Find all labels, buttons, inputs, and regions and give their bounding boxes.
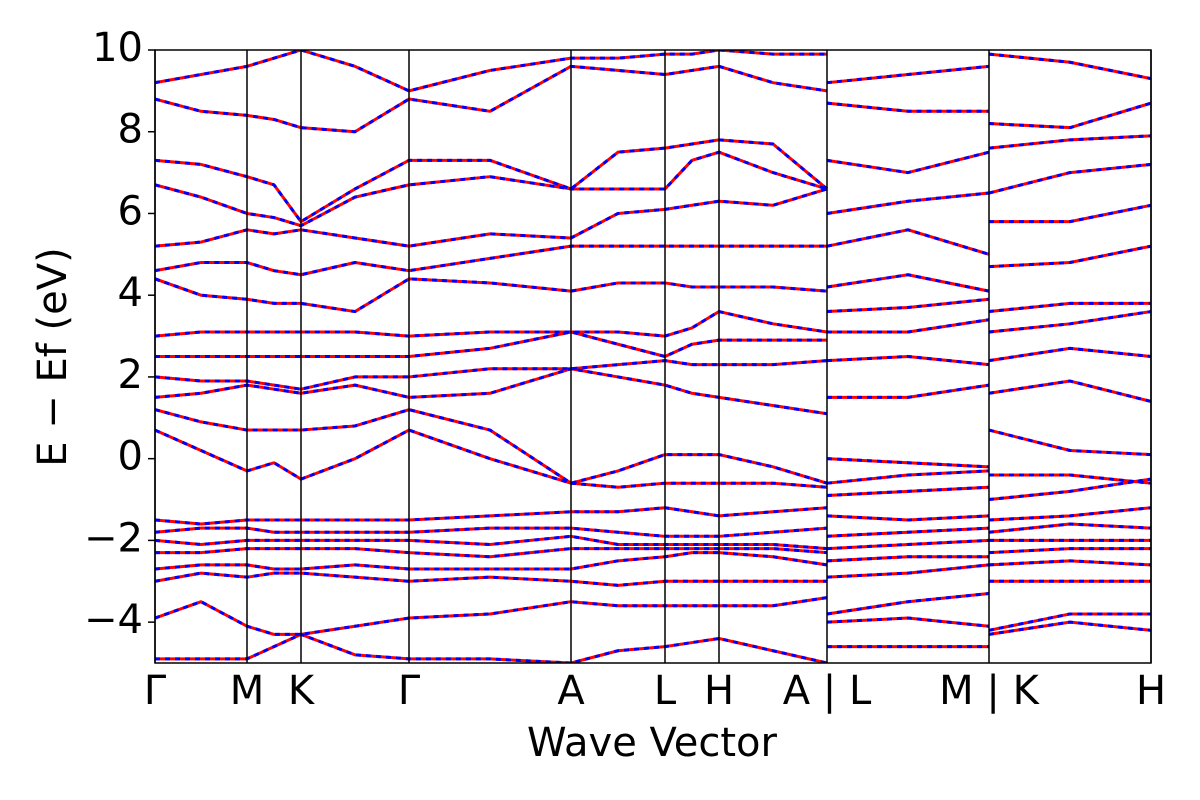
x-tick-label: Γ — [398, 668, 421, 714]
band-line — [155, 277, 1151, 314]
y-tick-label: 10 — [92, 25, 143, 71]
plot-area — [155, 50, 1151, 663]
band-line — [155, 428, 1151, 502]
band-line — [155, 50, 1151, 93]
y-tick-label: 8 — [118, 107, 143, 153]
band-line — [155, 187, 1151, 256]
band-line — [155, 534, 1151, 551]
band-line — [155, 359, 1151, 403]
band-line — [155, 571, 1151, 616]
y-tick-label: −4 — [84, 597, 143, 643]
band-line — [155, 134, 1151, 224]
band-line — [155, 310, 1151, 338]
x-tick-label: H — [1136, 668, 1166, 714]
band-line — [155, 596, 1151, 636]
band-line — [155, 330, 1151, 367]
band-line — [155, 367, 1151, 469]
y-tick-label: 4 — [118, 270, 143, 316]
band-line — [155, 551, 1151, 579]
band-line — [155, 506, 1151, 526]
band-line — [155, 506, 1151, 526]
band-line — [155, 571, 1151, 616]
x-tick-label: L — [654, 668, 677, 714]
band-line — [155, 64, 1151, 134]
x-tick-label: K — [288, 668, 316, 714]
x-tick-label: M — [230, 668, 265, 714]
band-line — [155, 244, 1151, 293]
band-line — [155, 620, 1151, 663]
band-line — [155, 547, 1151, 563]
x-tick-label: M | K — [939, 668, 1040, 714]
y-tick-label: −2 — [84, 515, 143, 561]
band-line — [155, 310, 1151, 338]
y-tick-label: 2 — [118, 352, 143, 398]
band-line — [155, 534, 1151, 551]
x-axis-label: Wave Vector — [527, 720, 778, 766]
x-tick-label: A — [557, 668, 585, 714]
band-line — [155, 428, 1151, 502]
band-line — [155, 367, 1151, 469]
y-tick-label: 6 — [118, 188, 143, 234]
band-line — [155, 64, 1151, 134]
band-line — [155, 408, 1151, 485]
band-line — [155, 522, 1151, 538]
x-tick-label: Γ — [144, 668, 167, 714]
y-axis-label: E − Ef (eV) — [30, 247, 76, 466]
band-line — [155, 359, 1151, 403]
x-tick-label: A | L — [783, 668, 872, 714]
y-tick-label: 0 — [118, 434, 143, 480]
x-tick-label: H — [704, 668, 734, 714]
band-line — [155, 408, 1151, 485]
band-line — [155, 150, 1151, 228]
